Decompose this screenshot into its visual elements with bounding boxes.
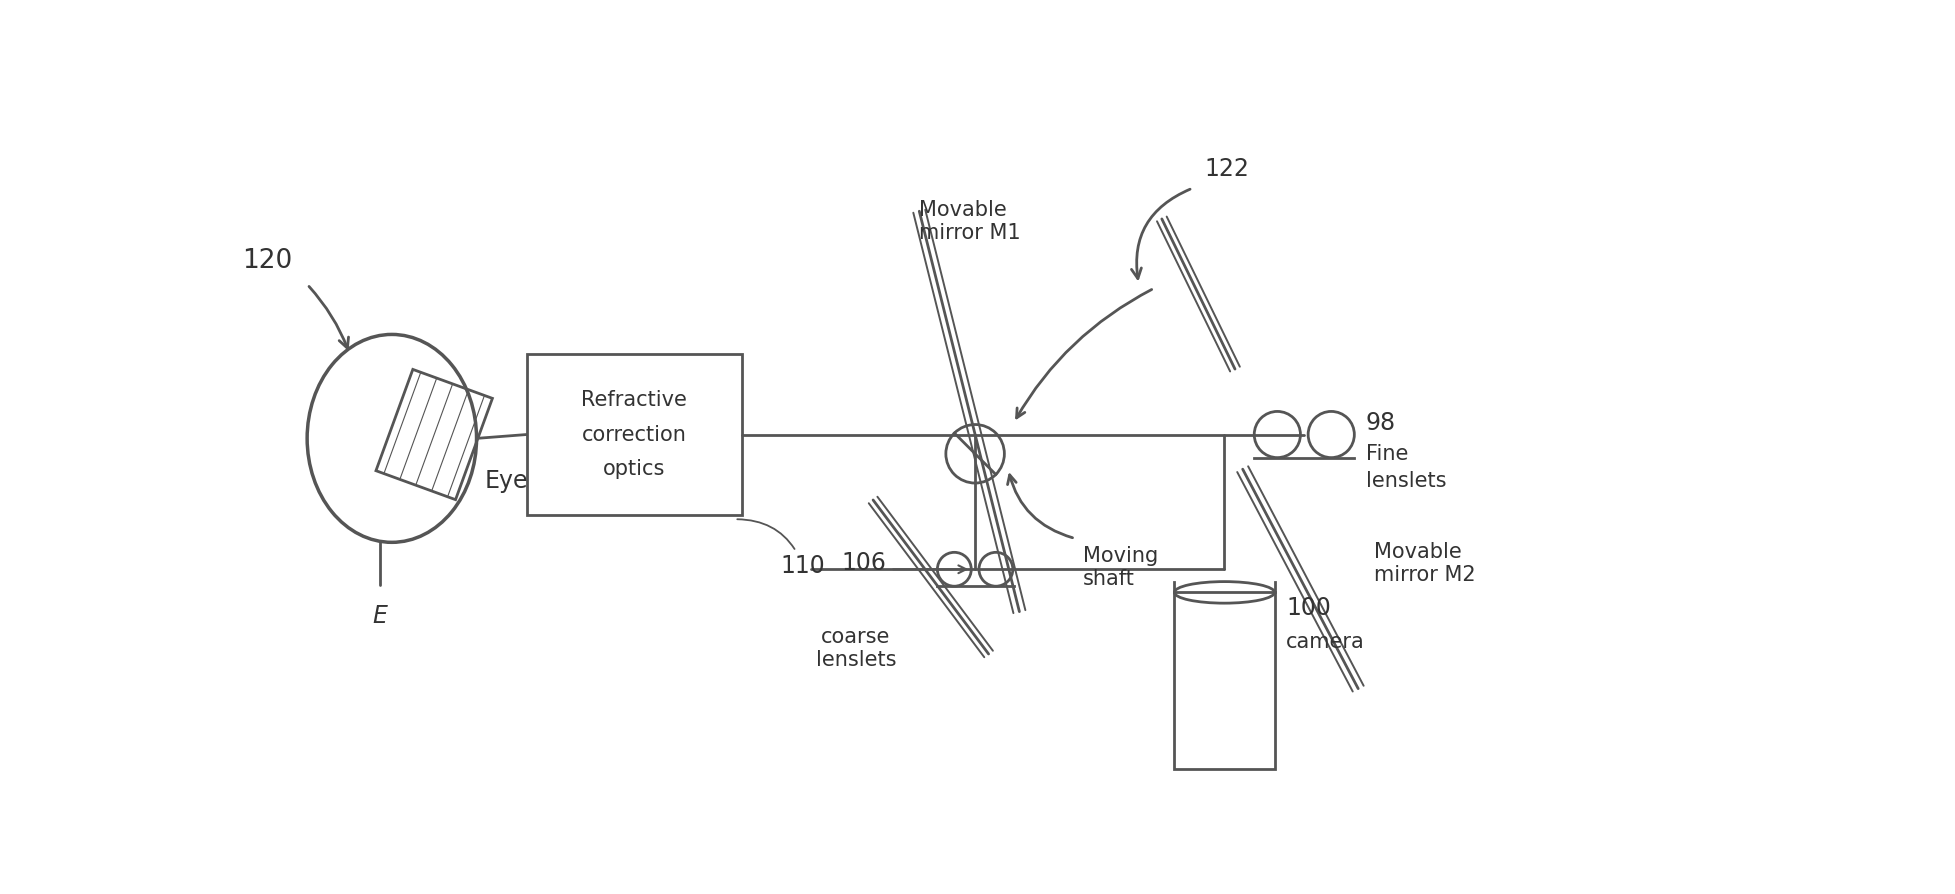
Text: optics: optics: [602, 460, 665, 479]
Text: Movable
mirror M2: Movable mirror M2: [1372, 542, 1474, 585]
Bar: [526, 354, 741, 515]
Text: Eye: Eye: [485, 468, 528, 493]
Text: lenslets: lenslets: [1365, 471, 1445, 491]
Text: 120: 120: [242, 249, 291, 274]
Text: camera: camera: [1284, 632, 1365, 653]
Text: correction: correction: [583, 425, 686, 444]
Text: Fine: Fine: [1365, 443, 1408, 464]
Text: Refractive: Refractive: [581, 390, 686, 409]
Text: coarse
lenslets: coarse lenslets: [815, 627, 895, 670]
Text: Moving
shaft: Moving shaft: [1083, 546, 1157, 589]
Text: 98: 98: [1365, 411, 1396, 435]
Text: 110: 110: [737, 519, 825, 578]
Text: 106: 106: [841, 551, 886, 575]
Bar: [1173, 593, 1275, 770]
Text: 122: 122: [1204, 156, 1249, 181]
Text: 100: 100: [1284, 595, 1329, 620]
Text: Movable
mirror M1: Movable mirror M1: [919, 199, 1021, 243]
Text: E: E: [373, 604, 387, 628]
